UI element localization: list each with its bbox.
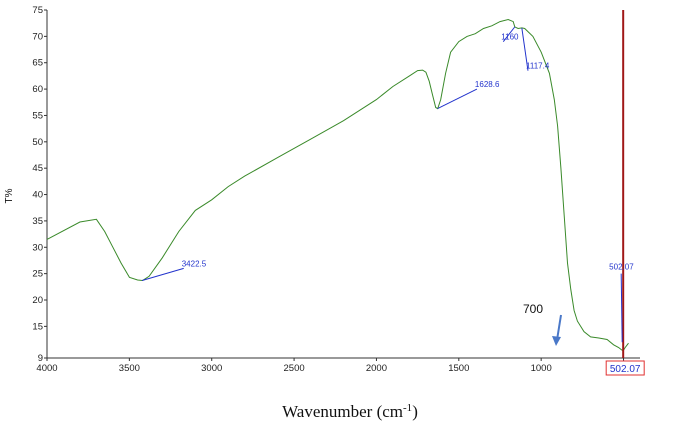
series-layer [46, 18, 629, 352]
peak-leader [437, 88, 478, 110]
x-axis-label-main: Wavenumber (cm [282, 402, 403, 421]
x-axis-label-sup: -1 [403, 402, 412, 414]
cursor-axis-label: 502.07 [610, 364, 641, 375]
x-axis-label: Wavenumber (cm-1) [282, 402, 418, 421]
peak-labels: 3422.5 1628.6 1160 1117.4 [141, 26, 550, 281]
spectrum-line [46, 18, 629, 352]
peak-leader [502, 26, 516, 42]
peak-label: 1160 [501, 33, 519, 42]
peak-label: 1117.4 [526, 62, 550, 71]
x-axis: 4000350030002500200015001000500 [36, 357, 640, 374]
x-tick-label: 3000 [201, 363, 222, 374]
cursor-axis-box [605, 360, 645, 376]
y-tick-label: 70 [32, 31, 43, 42]
x-tick-label: 4000 [36, 363, 57, 374]
y-tick-label: 55 [32, 110, 43, 121]
peak-label: 3422.5 [182, 259, 207, 268]
x-tick-label: 2500 [284, 363, 305, 374]
y-tick-label: 20 [32, 295, 43, 306]
x-tick-label: 1000 [531, 363, 552, 374]
y-tick-label: 30 [32, 242, 43, 253]
y-tick-label: 40 [32, 190, 43, 201]
y-axis-label: T% [4, 188, 15, 203]
cursor-value-label: 502.07 [609, 263, 634, 272]
y-tick-label: 65 [32, 58, 43, 69]
y-axis: 9 15 20 25 30 35 40 45 50 55 60 65 70 75 [32, 5, 48, 364]
cursor-layer: 502.07 502.07 [605, 10, 645, 376]
y-tick-label: 45 [32, 163, 43, 174]
y-tick-label: 50 [32, 137, 43, 148]
y-tick-label: 9 [38, 353, 43, 364]
peak-leader [141, 267, 184, 281]
y-tick-label: 75 [32, 5, 43, 16]
y-tick-label: 60 [32, 84, 43, 95]
x-axis-label-close: ) [412, 402, 418, 421]
x-tick-label: 2000 [366, 363, 387, 374]
x-tick-label: 1500 [448, 363, 469, 374]
annotation-700-label: 700 [523, 302, 543, 316]
peak-label: 1628.6 [475, 80, 500, 89]
peak-leader [521, 27, 529, 71]
x-tick-label: 3500 [119, 363, 140, 374]
annotation-arrow [552, 314, 562, 346]
cursor-leader [620, 273, 623, 343]
y-tick-label: 35 [32, 216, 43, 227]
y-tick-label: 25 [32, 269, 43, 280]
y-tick-label: 15 [32, 321, 43, 332]
